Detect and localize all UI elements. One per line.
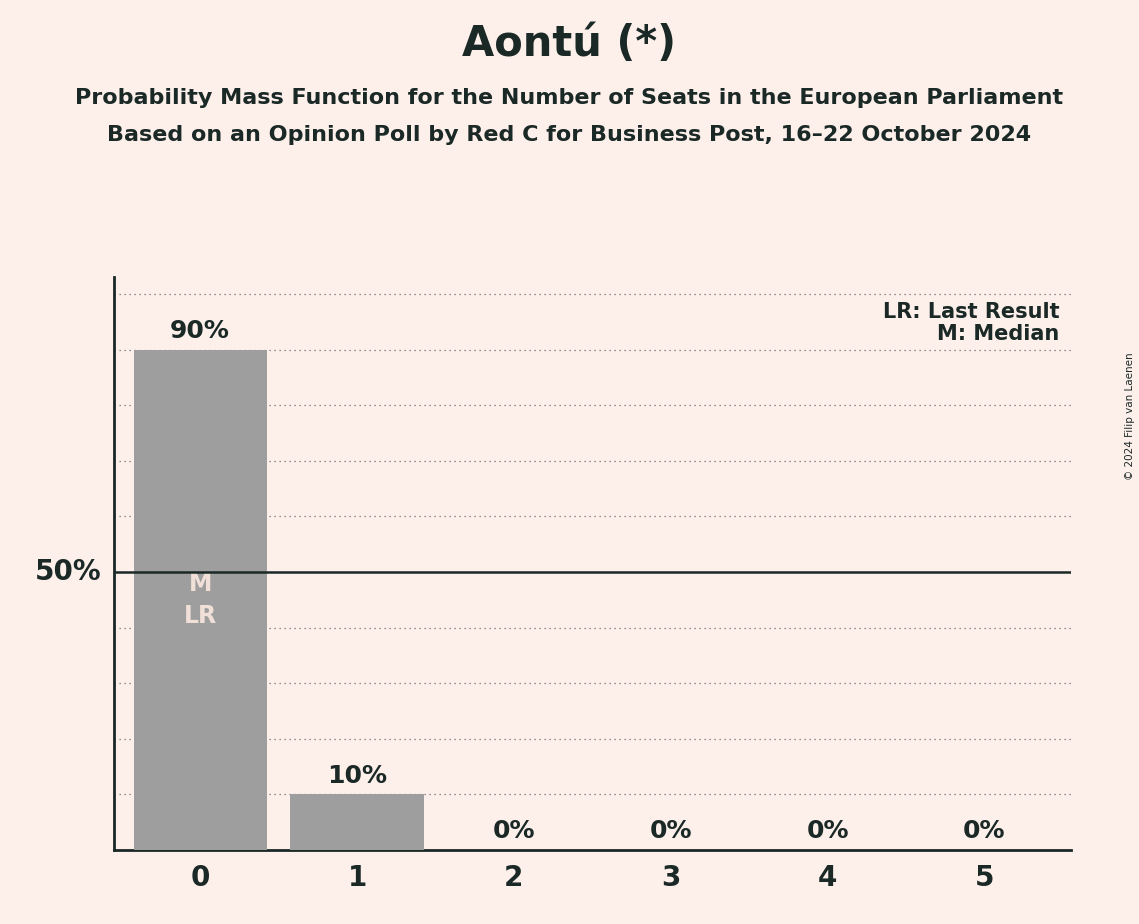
Text: 0%: 0% [964,820,1006,844]
Text: 10%: 10% [327,764,387,788]
Bar [133,349,267,850]
Text: M: Median: M: Median [937,324,1059,345]
Text: M
LR: M LR [183,572,216,627]
Text: Based on an Opinion Poll by Red C for Business Post, 16–22 October 2024: Based on an Opinion Poll by Red C for Bu… [107,125,1032,145]
Text: 0%: 0% [649,820,693,844]
Text: LR: Last Result: LR: Last Result [883,302,1059,322]
Text: Probability Mass Function for the Number of Seats in the European Parliament: Probability Mass Function for the Number… [75,88,1064,108]
Text: 0%: 0% [492,820,535,844]
Text: 50%: 50% [34,558,101,586]
Text: Aontú (*): Aontú (*) [462,23,677,65]
Text: 90%: 90% [170,319,230,343]
Bar [290,795,424,850]
Text: © 2024 Filip van Laenen: © 2024 Filip van Laenen [1125,352,1134,480]
Text: 0%: 0% [806,820,849,844]
